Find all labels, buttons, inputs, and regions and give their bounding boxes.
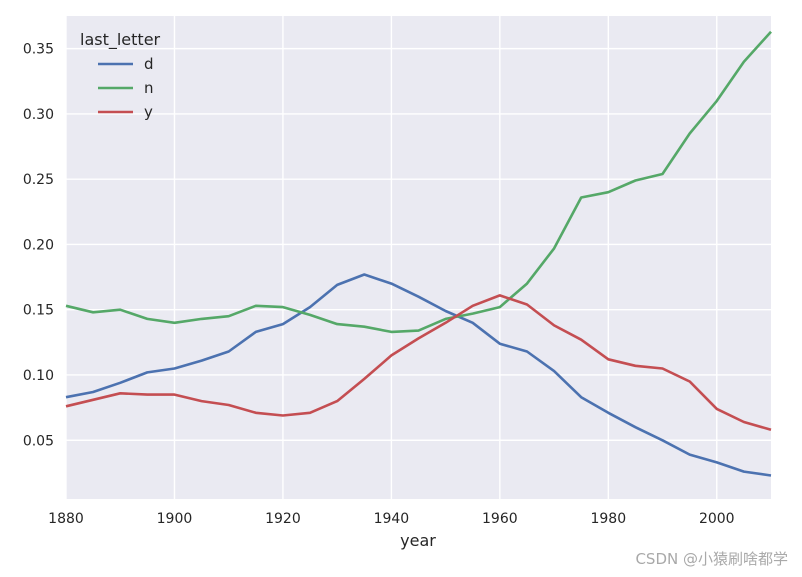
series-lines [65,30,772,477]
y-tick-label: 0.15 [23,303,54,319]
legend: last_letter dny [80,30,161,121]
x-tick-labels: 1880 1900 1920 1940 1960 1980 2000 [48,511,734,527]
y-tick-label: 0.35 [23,42,54,58]
legend-label-d: d [144,55,154,73]
series-line-n [65,30,772,334]
x-tick-label: 1960 [482,511,518,527]
x-tick-label: 1880 [48,511,84,527]
x-tick-label: 2000 [699,511,735,527]
y-tick-label: 0.05 [23,433,54,449]
x-axis-label: year [400,531,436,550]
grid-lines [65,16,771,499]
legend-label-n: n [144,79,154,97]
legend-title: last_letter [80,30,161,50]
plot-background [66,16,771,499]
x-tick-label: 1900 [157,511,193,527]
y-tick-label: 0.20 [23,237,54,253]
series-line-d [65,273,772,477]
y-tick-label: 0.25 [23,172,54,188]
y-tick-labels: 0.05 0.10 0.15 0.20 0.25 0.30 0.35 [23,42,54,450]
series-line-y [65,294,772,432]
x-tick-label: 1980 [590,511,626,527]
legend-label-y: y [144,103,153,121]
y-tick-label: 0.10 [23,368,54,384]
x-tick-label: 1940 [374,511,410,527]
x-tick-label: 1920 [265,511,301,527]
watermark: CSDN @小猿刷啥都学 [635,550,788,568]
y-tick-label: 0.30 [23,107,54,123]
